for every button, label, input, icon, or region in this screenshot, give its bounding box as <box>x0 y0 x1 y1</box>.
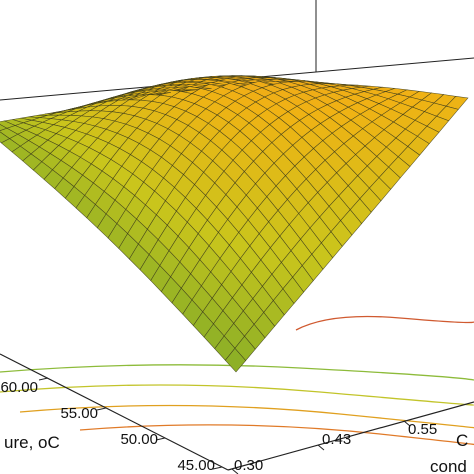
y-axis-line <box>227 401 474 471</box>
x-tick-mark <box>212 466 223 470</box>
x-tick-label: 55.00 <box>60 405 98 422</box>
y-tick-mark <box>403 420 411 427</box>
contour-line <box>295 315 474 331</box>
y-tick-mark <box>317 444 325 451</box>
x-tick-mark <box>38 377 49 381</box>
y-tick-mark <box>231 468 239 474</box>
x-tick-mark <box>155 437 166 441</box>
contour-line <box>0 364 474 381</box>
box-top-edge <box>315 57 474 73</box>
x-axis-title: ure, oC <box>4 433 60 452</box>
surface-mesh <box>0 75 469 373</box>
x-tick-label: 45.00 <box>177 457 215 474</box>
x-tick-label: 50.00 <box>120 431 158 448</box>
surface-patch <box>224 347 247 373</box>
y-tick-label: 0.43 <box>322 431 351 448</box>
x-axis-line <box>0 353 229 471</box>
x-tick-mark <box>96 407 107 411</box>
contour-line <box>19 404 474 429</box>
contour-line <box>0 384 474 406</box>
y-tick-label: 0.55 <box>408 421 437 438</box>
y-tick-label: 0.30 <box>234 457 263 474</box>
axes-lines <box>0 353 474 474</box>
y-axis-title-line2: cond <box>430 457 467 474</box>
y-axis-title-line1: C <box>456 431 468 450</box>
x-tick-label: 60.00 <box>0 379 38 396</box>
